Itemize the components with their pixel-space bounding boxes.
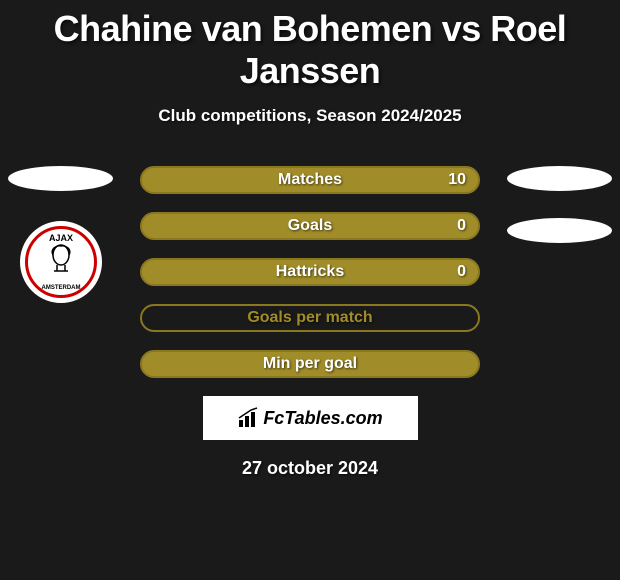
- page-title: Chahine van Bohemen vs Roel Janssen: [0, 8, 620, 92]
- left-team-badge-placeholder: [8, 166, 113, 191]
- brand-text: FcTables.com: [263, 408, 382, 429]
- bar-value: 0: [457, 258, 466, 286]
- bar-label: Hattricks: [140, 258, 480, 286]
- ajax-logo-inner: AJAX AMSTERDAM: [25, 226, 97, 298]
- ajax-logo: AJAX AMSTERDAM: [20, 221, 102, 303]
- brand-logo-box: FcTables.com: [203, 396, 418, 440]
- bar-value: 10: [448, 166, 466, 194]
- right-team-badge-placeholder-2: [507, 218, 612, 243]
- stat-bar-goals: Goals 0: [140, 212, 480, 240]
- stat-bar-hattricks: Hattricks 0: [140, 258, 480, 286]
- bar-label: Goals per match: [140, 304, 480, 332]
- stat-bar-matches: Matches 10: [140, 166, 480, 194]
- ajax-head-icon: [46, 243, 76, 281]
- stat-bar-goals-per-match: Goals per match: [140, 304, 480, 332]
- stat-bar-min-per-goal: Min per goal: [140, 350, 480, 378]
- chart-icon: [237, 407, 259, 429]
- bar-label: Goals: [140, 212, 480, 240]
- infographic-container: Chahine van Bohemen vs Roel Janssen Club…: [0, 0, 620, 580]
- bar-label: Min per goal: [140, 350, 480, 378]
- ajax-text-top: AJAX: [49, 233, 73, 243]
- fctables-logo: FcTables.com: [237, 407, 382, 429]
- ajax-text-bottom: AMSTERDAM: [42, 285, 81, 291]
- date-text: 27 october 2024: [0, 458, 620, 479]
- right-team-badge-placeholder-1: [507, 166, 612, 191]
- bar-label: Matches: [140, 166, 480, 194]
- stat-bars: Matches 10 Goals 0 Hattricks 0 Goals per…: [140, 166, 480, 378]
- bar-value: 0: [457, 212, 466, 240]
- stats-area: AJAX AMSTERDAM Matches 10: [0, 166, 620, 479]
- subtitle: Club competitions, Season 2024/2025: [0, 106, 620, 126]
